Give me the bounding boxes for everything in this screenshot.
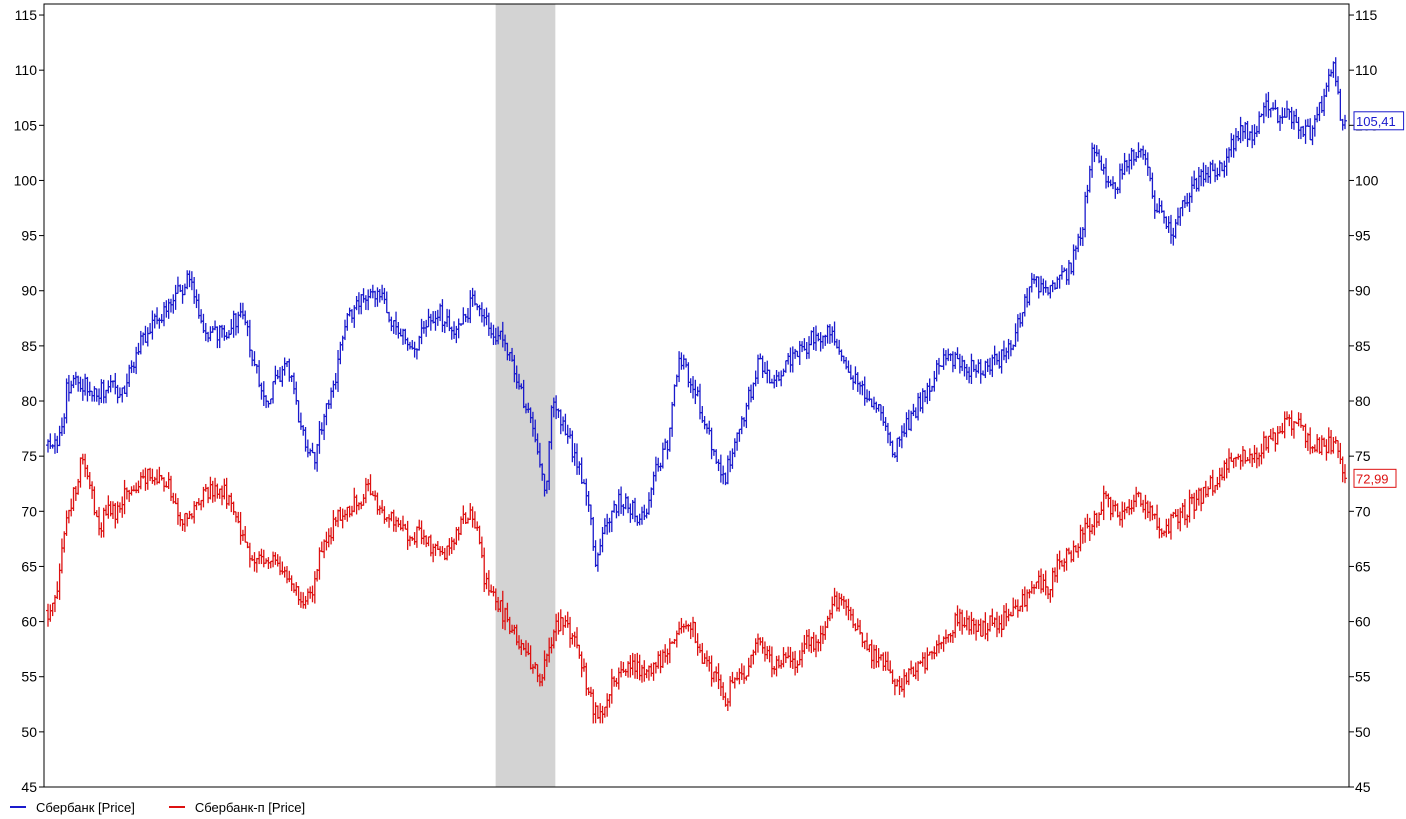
right-tick-label: 65 [1355,558,1371,574]
legend: Сбербанк [Price] Сбербанк-п [Price] [0,796,329,818]
left-tick-label: 65 [21,558,37,574]
right-tick-label: 60 [1355,614,1371,630]
right-tick-label: 55 [1355,669,1371,685]
right-tick-label: 90 [1355,283,1371,299]
right-tick-label: 45 [1355,779,1371,795]
right-tick-label: 100 [1355,172,1379,188]
legend-item-sberbank[interactable]: Сбербанк [Price] [10,800,135,815]
left-tick-label: 105 [14,117,38,133]
last-value-label: 72,99 [1356,471,1389,486]
left-y-axis: 45 50 55 60 65 70 75 80 85 90 95 100 105 110 115 [14,7,44,795]
last-value-box [1353,111,1405,131]
legend-swatch-blue [10,806,26,808]
right-tick-label: 115 [1355,7,1378,23]
last-value-box [1353,468,1397,488]
right-tick-label: 85 [1355,338,1371,354]
left-tick-label: 90 [21,283,37,299]
left-tick-label: 70 [21,503,37,519]
highlight-band [495,4,556,787]
left-tick-label: 85 [21,338,37,354]
price-chart: 45 50 55 60 65 70 75 80 85 90 95 100 105 110 115 45 50 5… [14,3,1405,795]
legend-item-sberbank-p[interactable]: Сбербанк-п [Price] [168,799,306,815]
left-tick-label: 75 [21,448,37,464]
right-tick-label: 75 [1355,448,1371,464]
left-tick-label: 60 [21,614,37,630]
right-tick-label: 95 [1355,228,1371,244]
left-tick-label: 95 [21,228,37,244]
series-0 [46,57,1347,572]
legend-label-sberbank: Сбербанк [Price] [36,799,135,815]
left-tick-label: 115 [15,7,38,23]
plot-frame [43,3,1350,788]
right-tick-label: 70 [1355,503,1371,519]
left-tick-label: 50 [21,724,37,740]
left-tick-label: 100 [14,172,38,188]
right-tick-label: 80 [1355,393,1371,409]
right-tick-label: 50 [1355,724,1371,740]
highlight-band-layer [495,4,556,787]
left-tick-label: 45 [21,779,37,795]
legend-label-sberbank-p: Сбербанк-п [Price] [194,799,306,815]
last-value-labels: 105,41 72,99 [1353,111,1405,488]
series-1 [46,410,1347,724]
left-tick-label: 80 [21,393,37,409]
right-tick-label: 110 [1355,62,1378,78]
left-tick-label: 55 [21,669,37,685]
legend-swatch-red [168,806,185,808]
left-tick-label: 110 [15,62,38,78]
series-layer [46,57,1347,724]
last-value-label: 105,41 [1356,114,1396,129]
